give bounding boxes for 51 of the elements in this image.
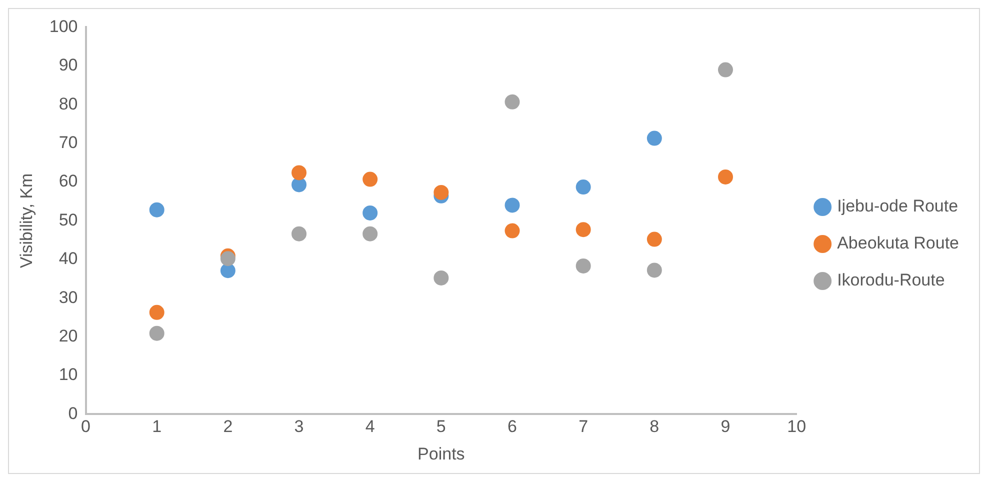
point <box>362 205 378 220</box>
y-tick-label: 80 <box>58 94 78 114</box>
point <box>149 202 164 218</box>
y-tick-label: 90 <box>58 56 78 75</box>
x-tick-label: 7 <box>578 417 588 436</box>
x-tick-label: 5 <box>436 417 446 436</box>
y-tick-label: 60 <box>58 172 78 191</box>
x-tick-label: 9 <box>720 417 730 436</box>
legend-label: Abeokuta Route <box>837 234 959 253</box>
x-tick-label: 6 <box>508 417 517 436</box>
y-tick-label: 50 <box>58 210 78 230</box>
y-tick-label: 0 <box>68 404 78 423</box>
point <box>220 263 236 278</box>
y-tick-label: 30 <box>58 288 78 307</box>
point <box>576 258 591 274</box>
point <box>292 226 307 242</box>
y-axis-title: Visibility, Km <box>16 173 36 268</box>
point <box>149 326 164 341</box>
point <box>576 180 591 195</box>
point <box>149 304 164 320</box>
point <box>434 184 449 200</box>
point <box>220 251 236 266</box>
point <box>576 222 591 238</box>
point <box>504 223 520 238</box>
y-tick-label: 40 <box>58 249 78 268</box>
point <box>504 94 520 110</box>
x-tick-label: 4 <box>365 417 375 436</box>
point <box>504 198 520 213</box>
x-tick-label: 10 <box>787 417 806 436</box>
point <box>434 270 449 286</box>
point <box>718 62 733 78</box>
legend-label: Ijebu-ode Route <box>837 196 958 216</box>
x-tick-label: 3 <box>294 417 304 436</box>
point <box>362 226 378 242</box>
x-tick-label: 8 <box>650 417 660 436</box>
point <box>646 130 662 146</box>
y-tick-label: 20 <box>58 326 78 346</box>
point <box>292 165 307 180</box>
x-axis-title: Points <box>418 444 465 464</box>
x-tick-label: 0 <box>81 417 90 436</box>
y-tick-label: 70 <box>58 132 78 152</box>
y-tick-label: 10 <box>58 365 78 384</box>
point <box>646 262 662 278</box>
point <box>718 169 733 184</box>
point <box>362 172 378 187</box>
point <box>292 177 307 192</box>
point <box>646 232 662 247</box>
legend-label: Ikorodu-Route <box>837 270 945 290</box>
y-tick-label: 100 <box>49 16 78 36</box>
x-tick-label: 2 <box>223 417 233 436</box>
x-tick-label: 1 <box>152 417 162 436</box>
